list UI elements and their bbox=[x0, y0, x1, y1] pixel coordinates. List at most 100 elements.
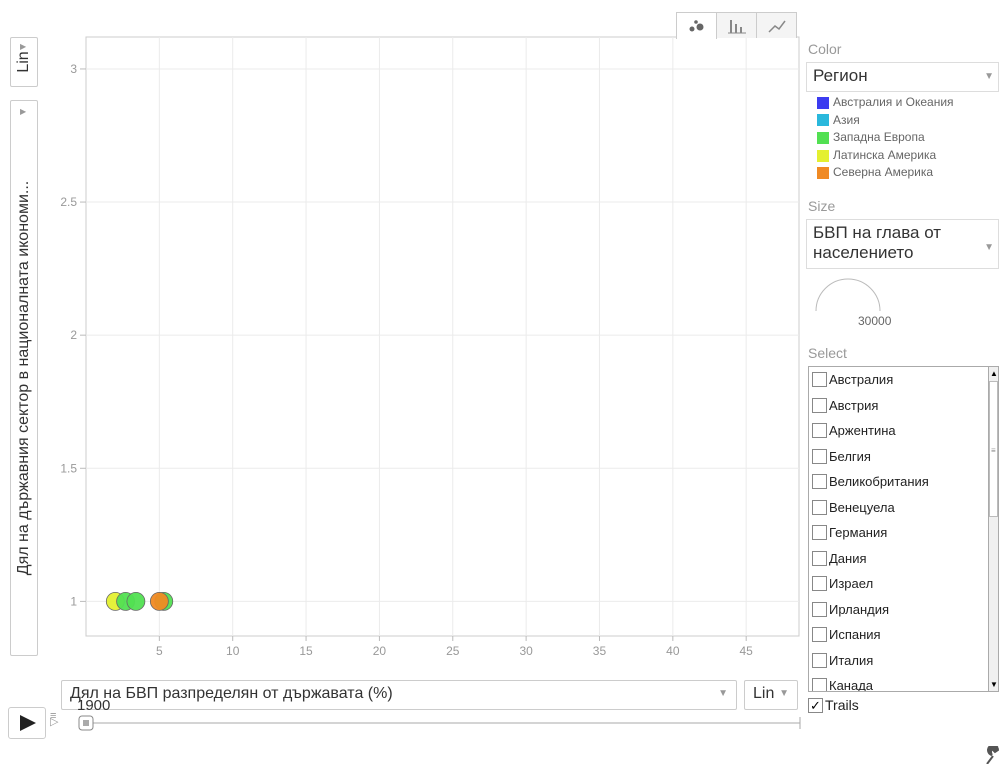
country-item[interactable]: Дания bbox=[809, 546, 989, 572]
bar-icon bbox=[727, 19, 746, 33]
size-selected: БВП на глава от населението bbox=[813, 223, 942, 262]
country-checkbox[interactable] bbox=[812, 601, 827, 617]
country-item[interactable]: Германия bbox=[809, 520, 989, 546]
country-select-list[interactable]: Австралия Австрия Аржентина Белгия Великобри… bbox=[808, 366, 990, 692]
country-label: Великобритания bbox=[829, 474, 929, 490]
size-scale-value: 30000 bbox=[858, 314, 892, 328]
grip-icon: ≡ bbox=[991, 446, 996, 455]
color-legend: Австралия и Океания Азия Западна Европа Лат… bbox=[817, 94, 954, 182]
country-checkbox[interactable] bbox=[812, 576, 827, 592]
bar-chart-tab[interactable] bbox=[716, 12, 757, 38]
y-tick-label: 3 bbox=[70, 62, 77, 76]
x-scale-label: Lin bbox=[753, 685, 775, 702]
country-item[interactable]: Венецуела bbox=[809, 495, 989, 521]
x-axis-label: Дял на БВП разпределян от държавата (%) bbox=[70, 685, 393, 702]
size-scale-icon bbox=[815, 278, 881, 312]
x-scale-selector[interactable]: Lin ▼ bbox=[744, 680, 798, 710]
country-label: Австралия bbox=[829, 372, 894, 388]
country-checkbox[interactable] bbox=[812, 678, 827, 691]
legend-label: Австралия и Океания bbox=[833, 95, 954, 109]
trails-label: Trails bbox=[825, 697, 859, 713]
y-tick-label: 2 bbox=[70, 328, 77, 342]
country-checkbox[interactable] bbox=[812, 652, 827, 668]
country-label: Аржентина bbox=[829, 423, 896, 439]
wrench-icon[interactable] bbox=[984, 746, 999, 764]
country-list-scrollbar[interactable]: ▲ ≡ ▼ bbox=[988, 366, 999, 692]
y-tick-label: 2.5 bbox=[60, 195, 77, 209]
legend-item[interactable]: Латинска Америка bbox=[817, 147, 954, 165]
trails-checkbox[interactable]: ✓ bbox=[808, 697, 823, 713]
country-label: Австрия bbox=[829, 397, 879, 413]
country-label: Ирландия bbox=[829, 601, 890, 617]
country-checkbox[interactable] bbox=[812, 372, 827, 388]
legend-item[interactable]: Азия bbox=[817, 112, 954, 130]
color-selected: Регион bbox=[813, 66, 868, 85]
country-label: Италия bbox=[829, 652, 874, 668]
bubble-chart-tab[interactable] bbox=[676, 12, 717, 39]
x-tick-label: 20 bbox=[373, 644, 387, 658]
dropdown-arrow-icon: ▼ bbox=[779, 688, 789, 699]
country-checkbox[interactable] bbox=[812, 474, 827, 490]
dropdown-arrow-icon: ▼ bbox=[984, 71, 994, 82]
size-selector[interactable]: БВП на глава от населението ▼ bbox=[806, 219, 999, 269]
country-item[interactable]: Австралия bbox=[809, 367, 989, 393]
data-point bbox=[149, 591, 169, 611]
country-label: Германия bbox=[829, 525, 888, 541]
y-axis-selector[interactable]: ▶ Дял на държавния сектор в националната… bbox=[10, 100, 38, 656]
country-checkbox[interactable] bbox=[812, 397, 827, 413]
country-item[interactable]: Белгия bbox=[809, 444, 989, 470]
country-item[interactable]: Италия bbox=[809, 648, 989, 674]
country-item[interactable]: Испания bbox=[809, 622, 989, 648]
country-checkbox[interactable] bbox=[812, 499, 827, 515]
play-icon bbox=[20, 715, 36, 731]
legend-swatch bbox=[817, 114, 829, 127]
legend-label: Западна Европа bbox=[833, 130, 925, 145]
legend-swatch bbox=[817, 149, 829, 162]
legend-label: Северна Америка bbox=[833, 165, 934, 180]
legend-item[interactable]: Западна Европа bbox=[817, 129, 954, 147]
x-tick-label: 10 bbox=[226, 644, 240, 658]
bubble-icon bbox=[689, 20, 703, 32]
legend-item[interactable]: Северна Америка bbox=[817, 164, 954, 182]
legend-item[interactable]: Австралия и Океания bbox=[817, 94, 954, 112]
country-checkbox[interactable] bbox=[812, 525, 827, 541]
color-label: Color bbox=[808, 41, 842, 57]
x-tick-label: 45 bbox=[740, 644, 754, 658]
dropdown-arrow-icon: ▶ bbox=[20, 42, 27, 51]
x-tick-label: 35 bbox=[593, 644, 607, 658]
country-item[interactable]: Израел bbox=[809, 571, 989, 597]
dropdown-arrow-icon: ▶ bbox=[20, 107, 27, 116]
legend-swatch bbox=[817, 131, 829, 144]
legend-swatch bbox=[817, 167, 829, 180]
x-tick-label: 5 bbox=[156, 644, 163, 658]
country-item[interactable]: Великобритания bbox=[809, 469, 989, 495]
x-tick-label: 15 bbox=[299, 644, 313, 658]
legend-label: Латинска Америка bbox=[833, 147, 937, 162]
country-checkbox[interactable] bbox=[812, 550, 827, 566]
scroll-down-icon[interactable]: ▼ bbox=[990, 680, 998, 689]
scroll-thumb[interactable]: ≡ bbox=[989, 381, 998, 517]
dropdown-arrow-icon: ▼ bbox=[718, 688, 728, 699]
country-label: Белгия bbox=[829, 448, 871, 464]
country-checkbox[interactable] bbox=[812, 448, 827, 464]
country-item[interactable]: Австрия bbox=[809, 393, 989, 419]
line-chart-tab[interactable] bbox=[756, 12, 797, 38]
scroll-up-icon[interactable]: ▲ bbox=[990, 369, 998, 378]
country-checkbox[interactable] bbox=[812, 423, 827, 439]
y-scale-selector[interactable]: ▶ Lin bbox=[10, 37, 38, 87]
time-slider[interactable] bbox=[76, 713, 806, 735]
y-tick-label: 1.5 bbox=[60, 461, 77, 475]
play-button[interactable] bbox=[8, 707, 46, 739]
color-selector[interactable]: Регион ▼ bbox=[806, 62, 999, 92]
country-item[interactable]: Аржентина bbox=[809, 418, 989, 444]
country-label: Израел bbox=[829, 576, 874, 592]
country-item[interactable]: Ирландия bbox=[809, 597, 989, 623]
country-item[interactable]: Канада bbox=[809, 673, 989, 691]
x-axis-selector[interactable]: Дял на БВП разпределян от държавата (%) … bbox=[61, 680, 737, 710]
speed-icon[interactable]: ≡ ▷ bbox=[50, 710, 59, 728]
country-label: Дания bbox=[829, 550, 867, 566]
trails-toggle[interactable]: ✓ Trails bbox=[808, 697, 859, 713]
size-label: Size bbox=[808, 198, 836, 214]
country-checkbox[interactable] bbox=[812, 627, 827, 643]
